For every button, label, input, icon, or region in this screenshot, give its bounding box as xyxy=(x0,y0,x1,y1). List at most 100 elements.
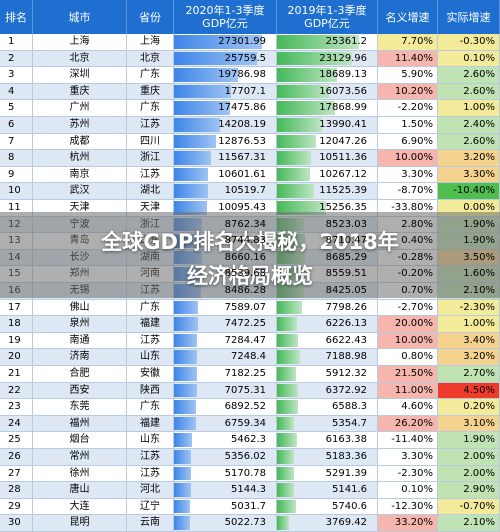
city-cell: 合肥 xyxy=(33,366,127,383)
gdp-2020-cell: 6759.34 xyxy=(174,415,277,433)
real-growth-cell: 1.00% xyxy=(438,100,500,117)
real-growth-value: 3.50% xyxy=(463,251,495,263)
rank-cell: 26 xyxy=(0,449,33,466)
gdp-2019-cell: 25361.2 xyxy=(277,34,378,51)
gdp-2020-cell: 12876.53 xyxy=(174,133,277,151)
province-cell: 江苏 xyxy=(127,465,174,483)
nominal-growth-value: 10.00% xyxy=(394,334,433,346)
gdp-2020-value: 8486.28 xyxy=(224,285,266,296)
gdp-2019-cell: 8559.51 xyxy=(277,266,378,283)
table-row: 17 佛山 广东 7589.07 7798.26 -2.70% -2.30% xyxy=(0,299,500,317)
gdp-2019-value: 6372.92 xyxy=(325,384,367,396)
gdp-2020-cell: 8539.68 xyxy=(174,266,277,283)
nominal-growth-value: -2.20% xyxy=(397,102,433,114)
province-cell: 浙江 xyxy=(127,150,174,167)
nominal-growth-cell: -2.70% xyxy=(378,299,438,317)
gdp-2019-bar xyxy=(277,333,299,348)
rank-cell: 18 xyxy=(0,316,33,333)
real-growth-cell: 1.90% xyxy=(438,216,500,234)
gdp-2020-value: 5356.02 xyxy=(224,451,266,462)
gdp-2020-cell: 17707.1 xyxy=(174,83,277,101)
gdp-2020-cell: 7075.31 xyxy=(174,382,277,400)
real-growth-cell: 2.10% xyxy=(438,515,500,532)
table-row: 10 武汉 湖北 10519.7 11525.39 -8.70% -10.40% xyxy=(0,183,500,200)
gdp-2020-cell: 7472.25 xyxy=(174,316,277,333)
real-growth-cell: -2.30% xyxy=(438,299,500,317)
nominal-growth-value: 1.50% xyxy=(401,119,433,130)
nominal-growth-cell: -8.70% xyxy=(378,183,438,200)
gdp-2019-value: 8523.03 xyxy=(325,218,367,230)
real-growth-cell: 0.00% xyxy=(438,200,500,217)
gdp-2019-value: 8685.29 xyxy=(325,251,367,263)
gdp-2020-value: 19786.98 xyxy=(218,69,266,81)
nominal-growth-value: 0.40% xyxy=(401,235,433,247)
nominal-growth-cell: 0.70% xyxy=(378,283,438,300)
gdp-2019-cell: 10267.12 xyxy=(277,166,378,184)
gdp-2020-cell: 10095.43 xyxy=(174,200,277,217)
city-cell: 重庆 xyxy=(33,83,127,101)
nominal-growth-value: 0.80% xyxy=(401,351,433,363)
gdp-2020-cell: 8744.83 xyxy=(174,233,277,250)
rank-cell: 25 xyxy=(0,432,33,449)
nominal-growth-value: 33.20% xyxy=(394,517,433,529)
gdp-2019-value: 8710.47 xyxy=(325,235,367,247)
gdp-2019-value: 13990.41 xyxy=(319,119,367,130)
nominal-growth-value: 11.00% xyxy=(394,384,433,396)
gdp-2019-value: 8425.05 xyxy=(325,285,367,296)
gdp-2019-value: 6226.13 xyxy=(325,318,367,330)
rank-cell: 21 xyxy=(0,366,33,383)
rank-cell: 1 xyxy=(0,34,33,51)
nominal-growth-value: 3.30% xyxy=(401,168,433,180)
nominal-growth-cell: 10.20% xyxy=(378,83,438,101)
real-growth-value: 1.90% xyxy=(463,218,495,230)
gdp-2019-cell: 3769.42 xyxy=(277,515,378,532)
real-growth-value: 0.20% xyxy=(463,401,495,413)
gdp-2019-cell: 5141.6 xyxy=(277,482,378,499)
table-row: 25 烟台 山东 5462.3 6163.38 -11.40% 1.90% xyxy=(0,432,500,449)
gdp-2019-bar xyxy=(277,433,297,447)
province-cell: 广东 xyxy=(127,299,174,317)
gdp-2019-bar xyxy=(277,499,296,514)
gdp-2019-cell: 12047.26 xyxy=(277,133,378,151)
gdp-2020-value: 10519.7 xyxy=(224,185,266,197)
province-cell: 山东 xyxy=(127,349,174,366)
nominal-growth-cell: -2.20% xyxy=(378,100,438,117)
gdp-2020-value: 6759.34 xyxy=(224,417,266,429)
gdp-2019-bar xyxy=(277,118,323,132)
gdp-2019-bar xyxy=(277,167,311,182)
city-cell: 济南 xyxy=(33,349,127,366)
gdp-2020-cell: 5170.78 xyxy=(174,465,277,483)
gdp-2020-value: 10095.43 xyxy=(218,202,266,213)
table-row: 5 广州 广东 17475.86 17868.99 -2.20% 1.00% xyxy=(0,100,500,117)
gdp-2019-value: 25361.2 xyxy=(325,36,367,47)
province-cell: 陕西 xyxy=(127,382,174,400)
gdp-2019-bar xyxy=(277,416,295,431)
table-row: 22 西安 陕西 7075.31 6372.92 11.00% 4.50% xyxy=(0,382,500,400)
gdp-2020-value: 5031.7 xyxy=(231,500,266,512)
gdp-2020-cell: 10601.61 xyxy=(174,166,277,184)
rank-cell: 19 xyxy=(0,332,33,350)
real-growth-cell: 1.90% xyxy=(438,233,500,250)
table-row: 8 杭州 浙江 11567.31 10511.36 10.00% 3.20% xyxy=(0,150,500,167)
nominal-growth-cell: -2.30% xyxy=(378,465,438,483)
real-growth-value: 2.60% xyxy=(463,85,495,97)
real-growth-cell: 2.90% xyxy=(438,482,500,499)
real-growth-cell: -10.40% xyxy=(438,183,500,200)
nominal-growth-value: -0.20% xyxy=(397,268,433,280)
gdp-2020-bar xyxy=(174,367,198,381)
gdp-2020-cell: 5144.3 xyxy=(174,482,277,499)
real-growth-cell: -0.70% xyxy=(438,498,500,516)
gdp-2019-cell: 13990.41 xyxy=(277,117,378,134)
gdp-2020-bar xyxy=(174,68,238,82)
gdp-2019-bar xyxy=(277,184,315,198)
table-row: 4 重庆 重庆 17707.1 16073.56 10.20% 2.60% xyxy=(0,83,500,101)
nominal-growth-value: 7.70% xyxy=(401,36,433,47)
gdp-2020-value: 7589.07 xyxy=(224,301,266,313)
nominal-growth-value: 0.10% xyxy=(401,484,433,496)
gdp-2020-value: 7248.4 xyxy=(231,351,266,363)
gdp-2020-value: 7182.25 xyxy=(224,368,266,379)
real-growth-value: 2.10% xyxy=(463,285,495,296)
header-city: 城市 xyxy=(33,0,127,34)
table-row: 7 成都 四川 12876.53 12047.26 6.90% 2.60% xyxy=(0,133,500,151)
nominal-growth-cell: 10.00% xyxy=(378,332,438,350)
